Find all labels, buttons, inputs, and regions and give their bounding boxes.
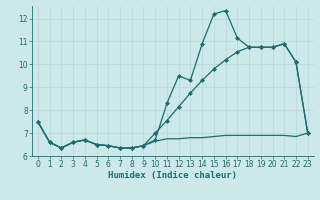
X-axis label: Humidex (Indice chaleur): Humidex (Indice chaleur) (108, 171, 237, 180)
